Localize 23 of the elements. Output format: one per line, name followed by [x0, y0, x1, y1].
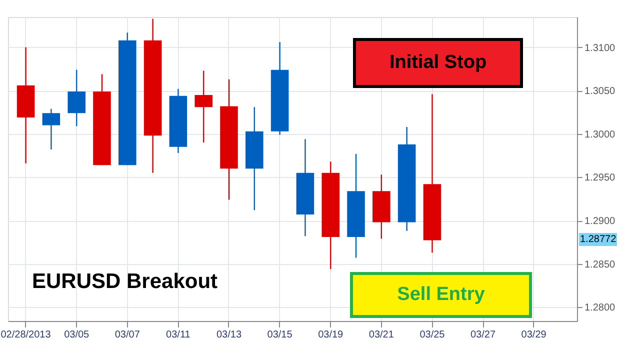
x-tick-label: 03/19 — [318, 330, 344, 340]
candlestick — [68, 69, 86, 127]
annotation: 1.28772 — [579, 233, 618, 246]
y-tick-label: 1.3000 — [584, 129, 616, 140]
candlestick — [194, 70, 212, 144]
x-tick-label: 03/07 — [114, 330, 140, 340]
y-tick-label: 1.3100 — [584, 42, 616, 54]
annotation: EURUSD Breakout — [32, 270, 218, 294]
y-tick-label: 1.2800 — [584, 302, 616, 314]
x-tick-label: 03/13 — [216, 330, 242, 340]
x-tick-label: 03/27 — [470, 330, 496, 340]
x-tick-label: 03/11 — [166, 330, 191, 340]
y-tick-label: 1.2850 — [584, 259, 616, 270]
x-tick-label: 03/21 — [368, 330, 394, 340]
x-tick-label: 02/28/2013 — [0, 330, 52, 340]
x-tick-label: 03/29 — [521, 330, 547, 340]
y-tick-label: 1.2900 — [584, 216, 616, 228]
candlestick — [42, 108, 60, 150]
x-tick-label: 03/15 — [267, 330, 293, 340]
y-tick-label: 1.2950 — [584, 172, 616, 184]
x-tick-label: 03/05 — [64, 330, 90, 340]
y-tick-label: 1.3050 — [584, 86, 616, 98]
x-tick-label: 03/25 — [420, 330, 446, 340]
